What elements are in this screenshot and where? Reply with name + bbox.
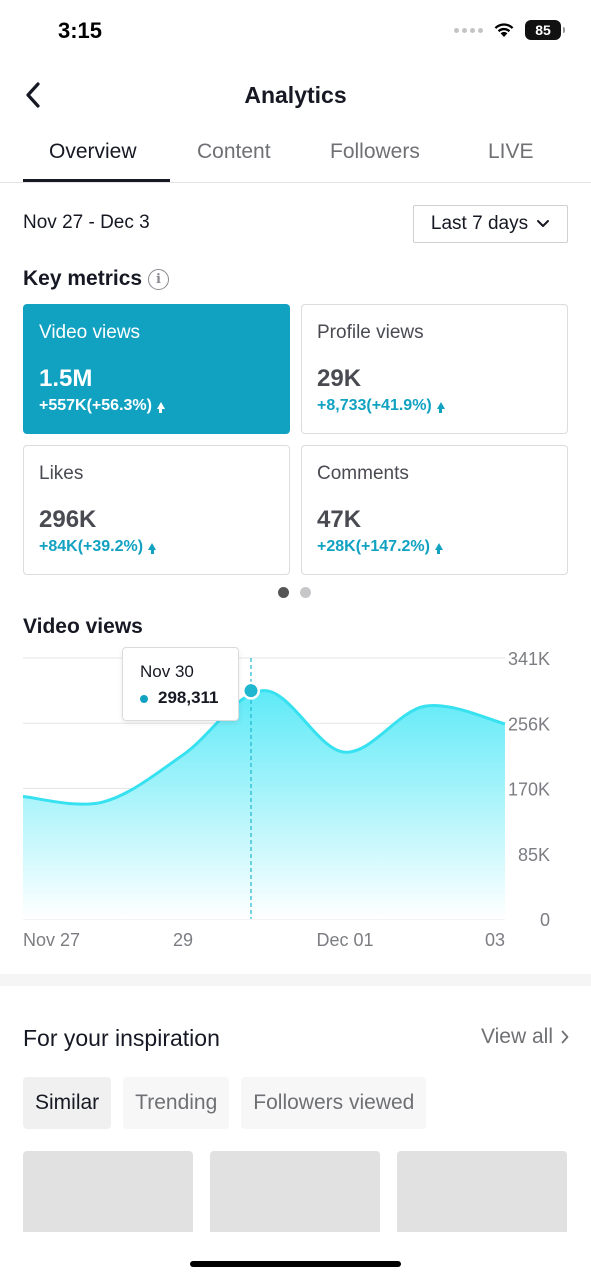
metric-delta-text: +8,733(+41.9%) xyxy=(317,397,432,414)
x-tick-label: 29 xyxy=(173,930,193,950)
arrow-up-icon xyxy=(156,401,165,413)
metric-card-profile-views[interactable]: Profile views 29K +8,733(+41.9%) xyxy=(301,304,568,434)
metric-delta: +28K(+147.2%) xyxy=(317,538,443,556)
cellular-signal-icon xyxy=(454,27,483,33)
video-thumbnail[interactable] xyxy=(210,1151,380,1241)
series-line xyxy=(22,689,506,806)
chip-followers-viewed[interactable]: Followers viewed xyxy=(241,1077,427,1129)
tab-content[interactable]: Content xyxy=(197,140,271,163)
nav-header: Analytics xyxy=(0,64,591,126)
metric-value: 296K xyxy=(39,506,97,533)
metric-value: 1.5M xyxy=(39,365,93,392)
battery-icon: 85 xyxy=(525,20,565,40)
battery-level: 85 xyxy=(535,22,551,38)
chevron-down-icon xyxy=(537,220,550,227)
date-range-value: Last 7 days xyxy=(430,213,529,234)
arrow-up-icon xyxy=(434,542,443,554)
view-all-link[interactable]: View all xyxy=(481,1025,569,1049)
chip-similar[interactable]: Similar xyxy=(23,1077,112,1129)
metric-delta-text: +28K(+147.2%) xyxy=(317,538,430,555)
status-time: 3:15 xyxy=(58,18,103,43)
x-tick-label: 03 xyxy=(485,930,505,950)
y-tick-label: 256K xyxy=(508,714,550,734)
bottom-safe-area xyxy=(0,1232,591,1280)
y-tick-label: 0 xyxy=(540,910,550,930)
info-icon[interactable]: i xyxy=(148,269,169,290)
tab-bar: Overview Content Followers LIVE xyxy=(0,128,591,183)
metric-delta-text: +84K(+39.2%) xyxy=(39,538,144,555)
y-tick-label: 85K xyxy=(518,845,550,865)
metric-delta: +557K(+56.3%) xyxy=(39,397,165,415)
wifi-icon xyxy=(494,23,514,37)
chevron-right-icon xyxy=(561,1030,569,1044)
chart-title: Video views xyxy=(23,615,143,638)
status-icons: 85 xyxy=(454,20,565,40)
x-tick-label: Nov 27 xyxy=(23,930,80,950)
pager-dot xyxy=(300,587,311,598)
arrow-up-icon xyxy=(148,542,157,554)
tab-followers[interactable]: Followers xyxy=(330,140,420,163)
y-tick-label: 170K xyxy=(508,780,550,800)
pager-dot-active xyxy=(278,587,289,598)
chevron-left-icon xyxy=(26,82,40,108)
tab-live[interactable]: LIVE xyxy=(488,140,534,163)
metrics-pager[interactable] xyxy=(278,587,311,598)
section-divider xyxy=(0,974,591,986)
metric-label: Likes xyxy=(39,463,84,484)
key-metrics-title: Key metrics xyxy=(23,267,143,290)
metric-card-likes[interactable]: Likes 296K +84K(+39.2%) xyxy=(23,445,290,575)
home-indicator[interactable] xyxy=(190,1261,401,1267)
metric-label: Profile views xyxy=(317,322,424,343)
chip-trending[interactable]: Trending xyxy=(123,1077,230,1129)
date-range-label: Nov 27 - Dec 3 xyxy=(23,212,150,233)
page-title: Analytics xyxy=(244,82,347,108)
metric-delta-text: +557K(+56.3%) xyxy=(39,397,152,414)
active-tab-indicator xyxy=(23,179,170,182)
metric-card-comments[interactable]: Comments 47K +28K(+147.2%) xyxy=(301,445,568,575)
inspiration-title: For your inspiration xyxy=(23,1025,220,1051)
chart-svg: 341K 256K 170K 85K 0 Nov 27 29 Dec 01 03 xyxy=(22,649,550,950)
series-area xyxy=(23,690,505,919)
tab-overview[interactable]: Overview xyxy=(49,140,137,163)
tooltip-value: 298,311 xyxy=(158,688,219,707)
inspiration-filter-chips: Similar Trending Followers viewed xyxy=(23,1077,427,1129)
metric-value: 47K xyxy=(317,506,362,533)
tooltip-series-dot xyxy=(140,695,148,703)
metric-label: Video views xyxy=(39,322,141,343)
view-all-label: View all xyxy=(481,1025,553,1048)
date-range-dropdown[interactable]: Last 7 days xyxy=(413,205,568,243)
y-tick-label: 341K xyxy=(508,649,550,669)
metric-value: 29K xyxy=(317,365,362,392)
metric-delta: +84K(+39.2%) xyxy=(39,538,157,556)
video-thumbnail[interactable] xyxy=(397,1151,567,1241)
metric-label: Comments xyxy=(317,463,409,484)
arrow-up-icon xyxy=(436,401,445,413)
tooltip-date: Nov 30 xyxy=(140,662,194,681)
chart-tooltip: Nov 30 298,311 xyxy=(122,647,239,721)
metric-card-video-views[interactable]: Video views 1.5M +557K(+56.3%) xyxy=(23,304,290,434)
x-tick-label: Dec 01 xyxy=(316,930,373,950)
metric-delta: +8,733(+41.9%) xyxy=(317,397,445,415)
highlight-marker xyxy=(244,684,258,698)
back-button[interactable] xyxy=(18,78,48,112)
video-views-chart[interactable]: 341K 256K 170K 85K 0 Nov 27 29 Dec 01 03 Nov 30 … xyxy=(0,640,591,960)
video-thumbnail[interactable] xyxy=(23,1151,193,1241)
status-bar: 3:15 85 xyxy=(0,0,591,64)
